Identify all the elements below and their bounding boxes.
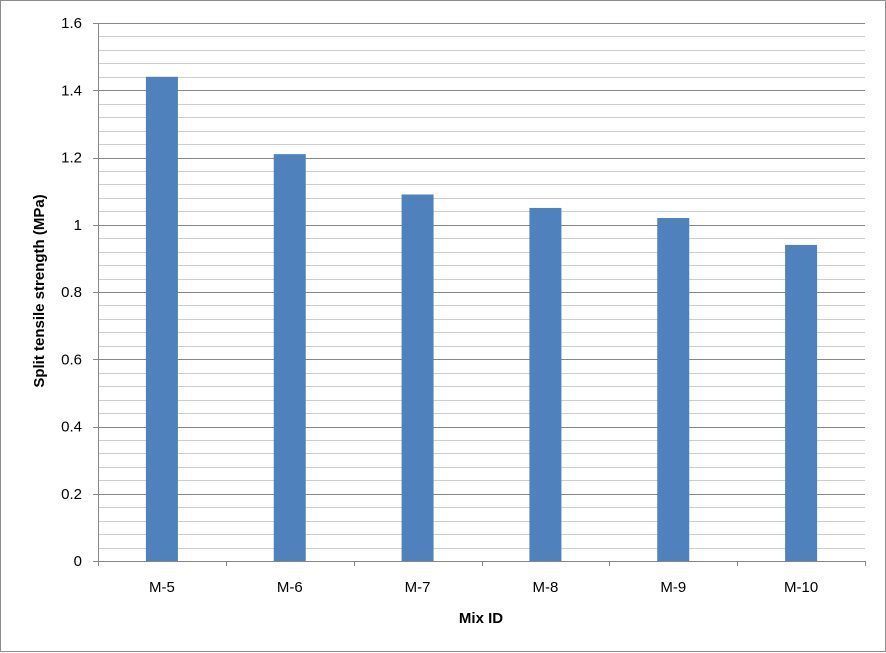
y-tick-label: 0.8 bbox=[61, 284, 82, 301]
y-tick-label: 0.4 bbox=[61, 419, 82, 436]
y-tick-label: 1.4 bbox=[61, 82, 82, 99]
y-tick-label: 0.6 bbox=[61, 351, 82, 368]
x-tick-label: M-10 bbox=[784, 579, 818, 596]
x-tick-label: M-5 bbox=[149, 579, 175, 596]
bar-m-5 bbox=[145, 76, 178, 562]
bar-m-8 bbox=[529, 207, 562, 561]
x-axis-title: Mix ID bbox=[459, 610, 503, 627]
y-axis-title: Split tensile strength (MPa) bbox=[31, 194, 48, 387]
bars bbox=[145, 76, 818, 562]
x-tick-label: M-6 bbox=[277, 579, 303, 596]
x-tick-labels: M-5 M-6 M-7 M-8 M-9 M-10 bbox=[149, 579, 818, 596]
y-tick-labels: 0 0.2 0.4 0.6 0.8 1 1.2 1.4 1.6 bbox=[61, 15, 82, 570]
y-tick-label: 0.2 bbox=[61, 486, 82, 503]
bar-m-7 bbox=[401, 194, 434, 562]
y-tick-label: 0 bbox=[74, 553, 82, 570]
x-tick-label: M-7 bbox=[405, 579, 431, 596]
bar-m-9 bbox=[657, 218, 690, 561]
y-tick-label: 1.2 bbox=[61, 150, 82, 167]
y-tick-label: 1 bbox=[74, 217, 82, 234]
y-tick-label: 1.6 bbox=[61, 15, 82, 32]
gridlines bbox=[98, 23, 865, 549]
bar-m-10 bbox=[785, 244, 818, 562]
x-tick-label: M-8 bbox=[532, 579, 558, 596]
x-tick-label: M-9 bbox=[660, 579, 686, 596]
axes bbox=[93, 23, 866, 566]
bar-m-6 bbox=[273, 154, 306, 561]
